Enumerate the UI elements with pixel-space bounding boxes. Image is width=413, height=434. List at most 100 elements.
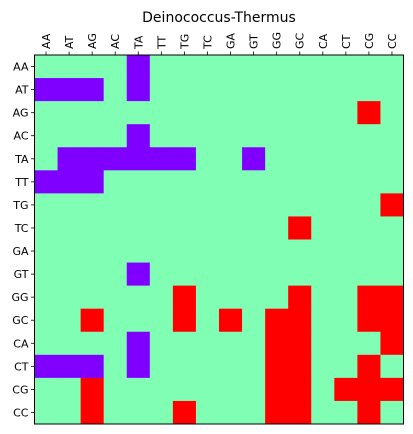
- x-tick-label: AA: [40, 33, 53, 49]
- heatmap-cell: [149, 78, 174, 102]
- heatmap-cell: [126, 193, 151, 217]
- x-tick-label: CT: [340, 34, 353, 49]
- x-tick-label: TT: [155, 35, 168, 50]
- x-tick-label: TA: [132, 35, 145, 50]
- heatmap-cell: [126, 308, 151, 333]
- heatmap-cell: [149, 170, 174, 194]
- heatmap-cell: [265, 78, 289, 102]
- heatmap-cell: [57, 331, 82, 356]
- heatmap-cell: [172, 193, 197, 217]
- heatmap-cell: [126, 124, 151, 148]
- heatmap-cell: [149, 285, 174, 310]
- heatmap-cell: [34, 193, 58, 217]
- heatmap-cell: [172, 216, 197, 240]
- heatmap-cell: [172, 101, 197, 125]
- heatmap-cell: [334, 400, 358, 425]
- heatmap-cell: [380, 216, 404, 240]
- heatmap-cell: [103, 262, 128, 287]
- heatmap-cell: [334, 147, 358, 171]
- heatmap-cell: [219, 101, 243, 125]
- x-tick-label: TC: [201, 35, 214, 50]
- heatmap-cell: [195, 239, 220, 263]
- heatmap-cell: [149, 101, 174, 125]
- heatmap-cell: [265, 354, 289, 379]
- heatmap-cell: [311, 285, 335, 310]
- y-tick-label: CA: [13, 337, 29, 350]
- heatmap-cell: [265, 262, 289, 287]
- heatmap-cell: [242, 170, 266, 194]
- heatmap-cell: [57, 377, 82, 402]
- heatmap-cell: [126, 331, 151, 356]
- heatmap-cell: [242, 262, 266, 287]
- heatmap-cell: [357, 308, 381, 333]
- heatmap-cell: [357, 170, 381, 194]
- y-tick-label: GC: [12, 314, 29, 327]
- heatmap-cell: [172, 124, 197, 148]
- heatmap-cell: [219, 285, 243, 310]
- y-tick-label: CC: [13, 406, 29, 419]
- heatmap-cell: [195, 147, 220, 171]
- x-axis-ticks: AA AT AG AC TA TT TG TC GA GT GG GC CA CT CG CC: [40, 32, 399, 55]
- heatmap-cell: [311, 147, 335, 171]
- heatmap-cell: [288, 354, 312, 379]
- heatmap-cell: [126, 285, 151, 310]
- heatmap-cell: [195, 308, 220, 333]
- heatmap-cell: [219, 78, 243, 102]
- heatmap-cell: [57, 216, 82, 240]
- heatmap-cell: [149, 262, 174, 287]
- heatmap-cell: [195, 285, 220, 310]
- heatmap-cell: [265, 193, 289, 217]
- heatmap-cell: [219, 55, 243, 79]
- heatmap-cell: [380, 147, 404, 171]
- heatmap-cell: [288, 55, 312, 79]
- heatmap-cell: [242, 239, 266, 263]
- heatmap-cell: [126, 262, 151, 287]
- heatmap-cell: [265, 400, 289, 425]
- x-tick-label: AC: [109, 34, 122, 49]
- heatmap-cell: [80, 308, 105, 333]
- heatmap-cell: [357, 216, 381, 240]
- heatmap-cell: [288, 331, 312, 356]
- heatmap-cell: [57, 285, 82, 310]
- heatmap-cell: [380, 55, 404, 79]
- heatmap-cell: [380, 170, 404, 194]
- heatmap-cell: [334, 124, 358, 148]
- heatmap-cell: [219, 170, 243, 194]
- heatmap-cell: [80, 147, 105, 171]
- heatmap-cell: [288, 124, 312, 148]
- heatmap-cell: [172, 170, 197, 194]
- x-tick-label: CC: [386, 33, 399, 49]
- heatmap-cell: [172, 78, 197, 102]
- heatmap-cell: [103, 78, 128, 102]
- heatmap-cell: [311, 170, 335, 194]
- heatmap-cell: [34, 124, 58, 148]
- heatmap-cell: [288, 377, 312, 402]
- heatmap-cell: [311, 124, 335, 148]
- y-tick-label: TC: [14, 222, 29, 235]
- y-axis-ticks: AA AT AG AC TA TT TG TC GA GT GG GC CA CT CG CC: [11, 61, 35, 419]
- heatmap-cell: [265, 285, 289, 310]
- heatmap-cell: [103, 331, 128, 356]
- heatmap-cell: [380, 308, 404, 333]
- heatmap-cell: [334, 170, 358, 194]
- heatmap-cell: [80, 55, 105, 79]
- heatmap-cell: [288, 193, 312, 217]
- heatmap-cell: [80, 216, 105, 240]
- x-tick-label: AG: [86, 33, 99, 49]
- heatmap-cell: [103, 308, 128, 333]
- heatmap-cell: [265, 55, 289, 79]
- heatmap-cell: [103, 170, 128, 194]
- x-tick-label: CA: [317, 33, 330, 49]
- heatmap-cell: [149, 400, 174, 425]
- heatmap-cell: [311, 239, 335, 263]
- heatmap-cell: [34, 216, 58, 240]
- heatmap-cell: [357, 331, 381, 356]
- y-tick-label: TT: [14, 176, 29, 189]
- heatmap-cell: [288, 147, 312, 171]
- heatmap-cell: [219, 262, 243, 287]
- heatmap-cell: [334, 216, 358, 240]
- heatmap-cell: [334, 55, 358, 79]
- heatmap-cell: [80, 101, 105, 125]
- heatmap-cell: [195, 354, 220, 379]
